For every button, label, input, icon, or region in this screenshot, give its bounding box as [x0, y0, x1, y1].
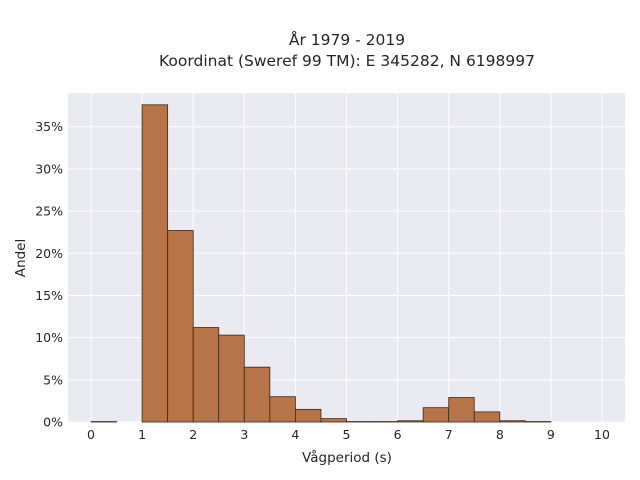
- grid: [68, 93, 625, 423]
- histogram-bar: [218, 334, 245, 423]
- x-tick-label: 8: [496, 427, 504, 442]
- x-tick-label: 3: [240, 427, 248, 442]
- histogram-bar: [192, 327, 220, 423]
- x-axis-label: Vågperiod (s): [302, 449, 392, 466]
- x-tick-label: 0: [87, 427, 95, 442]
- x-tick-label: 6: [394, 427, 402, 442]
- histogram-bar: [294, 408, 322, 423]
- y-tick-label: 25%: [35, 204, 63, 219]
- y-tick-label: 15%: [35, 288, 63, 303]
- y-tick-label: 20%: [35, 246, 63, 261]
- y-axis-label: Andel: [13, 239, 29, 277]
- x-tick-label: 1: [138, 427, 146, 442]
- y-axis-ticks: 0% 5% 10% 15% 20% 25% 30% 35%: [35, 119, 63, 429]
- histogram-bar: [320, 418, 347, 423]
- chart-subtitle: Koordinat (Sweref 99 TM): E 345282, N 61…: [159, 52, 535, 70]
- x-tick-label: 7: [445, 427, 453, 442]
- y-tick-label: 35%: [35, 119, 63, 134]
- x-tick-label: 4: [291, 427, 299, 442]
- histogram-bar: [269, 396, 296, 423]
- histogram-bar: [167, 230, 194, 423]
- histogram-bar: [141, 104, 169, 423]
- histogram-bar: [499, 420, 526, 423]
- histogram-bar: [448, 397, 475, 423]
- chart-title: År 1979 - 2019: [289, 30, 405, 49]
- y-tick-label: 0%: [43, 415, 63, 430]
- x-tick-label: 5: [343, 427, 351, 442]
- bars: [90, 104, 552, 423]
- x-tick-label: 2: [189, 427, 197, 442]
- histogram-bar: [243, 366, 271, 423]
- y-tick-label: 10%: [35, 330, 63, 345]
- x-axis-ticks: 0 1 2 3 4 5 6 7 8 9 10: [87, 427, 610, 442]
- histogram-bar: [397, 420, 424, 423]
- x-tick-label: 9: [547, 427, 555, 442]
- histogram-bar: [473, 411, 501, 423]
- y-tick-label: 5%: [43, 372, 63, 387]
- x-tick-label: 10: [594, 427, 610, 442]
- histogram-bar: [422, 407, 450, 423]
- y-tick-label: 30%: [35, 161, 63, 176]
